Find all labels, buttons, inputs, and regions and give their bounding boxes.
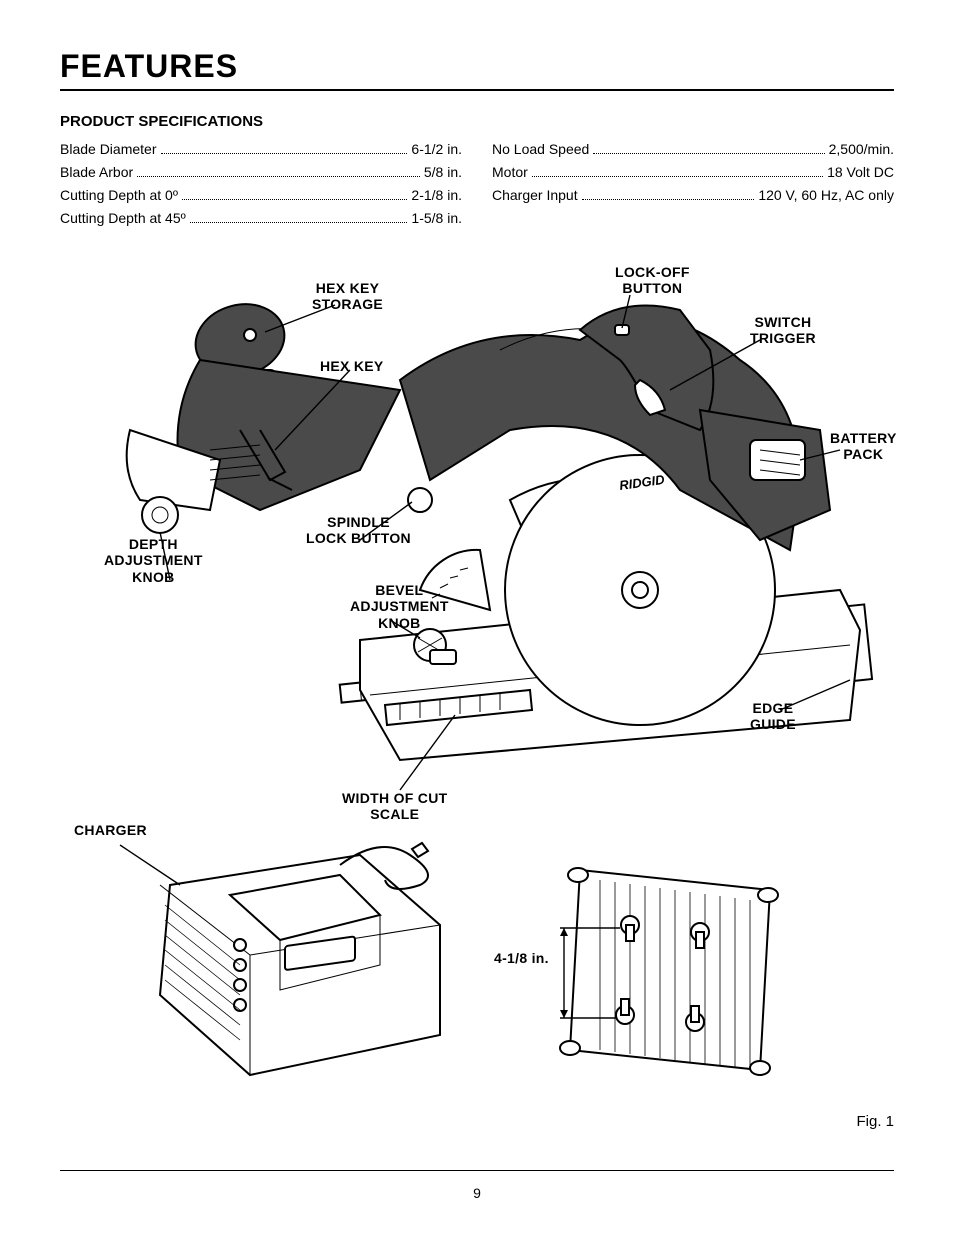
spec-columns: Blade Diameter 6-1/2 in. Blade Arbor 5/8…: [60, 138, 894, 230]
spec-dots: [182, 199, 407, 200]
spec-label: Cutting Depth at 0º: [60, 184, 178, 207]
spec-row: No Load Speed 2,500/min.: [492, 138, 894, 161]
spec-dots: [593, 153, 824, 154]
spec-label: Blade Diameter: [60, 138, 157, 161]
diagram-area: RIDGID HEX KEYSTORAGE HEX KEY LOCK-OFFBU…: [60, 250, 894, 1130]
spec-dots: [137, 176, 420, 177]
callout-bevel-adjustment-knob: BEVELADJUSTMENTKNOB: [350, 582, 449, 630]
spec-dots: [161, 153, 408, 154]
spec-value: 1-5/8 in.: [411, 207, 462, 230]
callout-charger: CHARGER: [74, 822, 147, 838]
spec-label: Blade Arbor: [60, 161, 133, 184]
spec-dots: [582, 199, 755, 200]
spec-label: Motor: [492, 161, 528, 184]
spec-col-right: No Load Speed 2,500/min. Motor 18 Volt D…: [492, 138, 894, 230]
spec-dots: [532, 176, 823, 177]
spec-value: 2,500/min.: [829, 138, 894, 161]
spec-value: 2-1/8 in.: [411, 184, 462, 207]
spec-label: Charger Input: [492, 184, 578, 207]
callout-depth-adjustment-knob: DEPTHADJUSTMENTKNOB: [104, 536, 203, 584]
callout-hex-key-storage: HEX KEYSTORAGE: [312, 280, 383, 312]
spec-row: Cutting Depth at 0º 2-1/8 in.: [60, 184, 462, 207]
spec-dots: [190, 222, 408, 223]
charger-illustration: [80, 825, 500, 1095]
spec-value: 120 V, 60 Hz, AC only: [758, 184, 894, 207]
spec-value: 5/8 in.: [424, 161, 462, 184]
spec-value: 18 Volt DC: [827, 161, 894, 184]
charger-bottom-illustration: [520, 840, 820, 1100]
callout-battery-pack: BATTERYPACK: [830, 430, 897, 462]
callout-lock-off-button: LOCK-OFFBUTTON: [615, 264, 690, 296]
spec-row: Blade Arbor 5/8 in.: [60, 161, 462, 184]
specs-heading: PRODUCT SPECIFICATIONS: [60, 113, 894, 130]
spec-value: 6-1/2 in.: [411, 138, 462, 161]
spec-label: Cutting Depth at 45º: [60, 207, 186, 230]
page-title: FEATURES: [60, 48, 894, 91]
spec-row: Cutting Depth at 45º 1-5/8 in.: [60, 207, 462, 230]
spec-label: No Load Speed: [492, 138, 589, 161]
callout-width-of-cut-scale: WIDTH OF CUTSCALE: [342, 790, 447, 822]
callout-hex-key: HEX KEY: [320, 358, 384, 374]
spec-col-left: Blade Diameter 6-1/2 in. Blade Arbor 5/8…: [60, 138, 462, 230]
callout-switch-trigger: SWITCHTRIGGER: [750, 314, 816, 346]
spec-row: Motor 18 Volt DC: [492, 161, 894, 184]
callout-charger-dim: 4-1/8 in.: [494, 950, 549, 966]
callout-spindle-lock-button: SPINDLELOCK BUTTON: [306, 514, 411, 546]
spec-row: Charger Input 120 V, 60 Hz, AC only: [492, 184, 894, 207]
figure-caption: Fig. 1: [856, 1113, 894, 1130]
page-number: 9: [0, 1185, 954, 1201]
bottom-rule: [60, 1170, 894, 1171]
callout-edge-guide: EDGEGUIDE: [750, 700, 796, 732]
spec-row: Blade Diameter 6-1/2 in.: [60, 138, 462, 161]
